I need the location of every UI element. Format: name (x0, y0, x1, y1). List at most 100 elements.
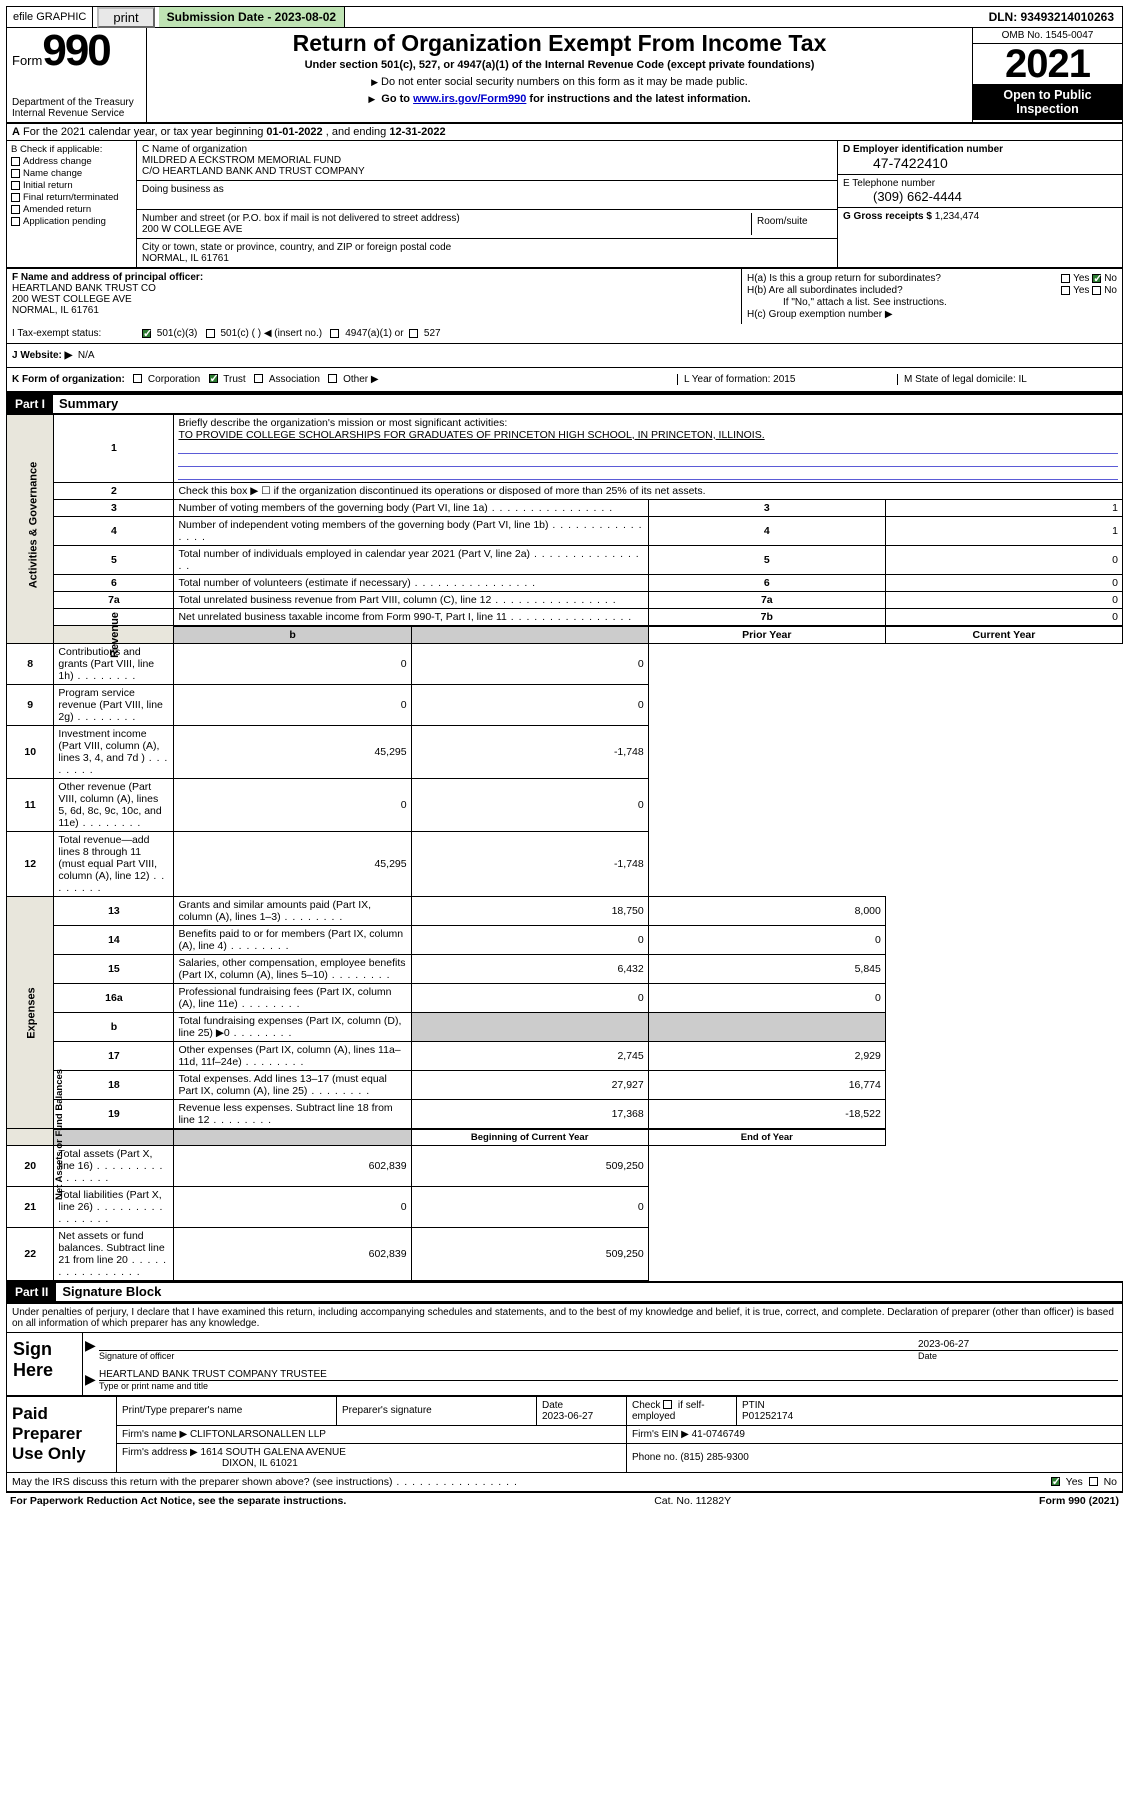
firm-phone-lbl: Phone no. (632, 1452, 678, 1463)
perjury-declaration: Under penalties of perjury, I declare th… (7, 1304, 1122, 1332)
open-public-badge: Open to Public Inspection (973, 84, 1122, 120)
firm-name: CLIFTONLARSONALLEN LLP (190, 1429, 326, 1440)
firm-addr1: 1614 SOUTH GALENA AVENUE (201, 1447, 346, 1458)
phone-value: (309) 662-4444 (843, 189, 1117, 204)
may-discuss-row: May the IRS discuss this return with the… (6, 1473, 1123, 1492)
rowA-text: For the 2021 calendar year, or tax year … (23, 126, 266, 138)
i-527: 527 (424, 328, 441, 339)
chk-final-return: Final return/terminated (23, 192, 119, 203)
header-left: Form 990 Department of the Treasury Inte… (7, 28, 147, 124)
firm-addr-lbl: Firm's address ▶ (122, 1447, 198, 1458)
k-trust: Trust (223, 374, 245, 385)
city-label: City or town, state or province, country… (142, 242, 832, 253)
irs-link[interactable]: www.irs.gov/Form990 (413, 93, 526, 105)
print-button[interactable]: print (97, 7, 154, 28)
prior-year-hdr: Prior Year (648, 626, 885, 644)
h-b2: If "No," attach a list. See instructions… (747, 297, 1117, 308)
header-right: OMB No. 1545-0047 2021 Open to Public In… (972, 28, 1122, 124)
prep-date-hdr: Date (542, 1400, 563, 1411)
chk-initial-return: Initial return (23, 180, 73, 191)
boy-hdr: Beginning of Current Year (411, 1129, 648, 1146)
i-501c3: 501(c)(3) (157, 328, 198, 339)
principal-officer: F Name and address of principal officer:… (7, 269, 742, 324)
form-header: Form 990 Department of the Treasury Inte… (6, 28, 1123, 124)
chk-name-change: Name change (23, 168, 82, 179)
col-b: B Check if applicable: Address change Na… (7, 141, 137, 267)
header-goto: Go to www.irs.gov/Form990 for instructio… (151, 93, 968, 105)
name-title-lbl: Type or print name and title (99, 1381, 1118, 1391)
ha-yes: Yes (1073, 273, 1089, 284)
footer-formref: Form 990 (2021) (1039, 1495, 1119, 1507)
firm-phone: (815) 285-9300 (680, 1452, 748, 1463)
j-value: N/A (78, 350, 95, 361)
h-c: H(c) Group exemption number ▶ (747, 309, 1117, 320)
part1-header: Part I Summary (6, 393, 1123, 414)
col-c: C Name of organization MILDRED A ECKSTRO… (137, 141, 837, 267)
header-note-ssn: Do not enter social security numbers on … (151, 76, 968, 88)
chk-address-change: Address change (23, 156, 92, 167)
f-label: F Name and address of principal officer: (12, 272, 203, 283)
l1-mission: TO PROVIDE COLLEGE SCHOLARSHIPS FOR GRAD… (178, 429, 764, 441)
h-a: H(a) Is this a group return for subordin… (747, 273, 1061, 284)
k-assoc: Association (269, 374, 320, 385)
f-line2: 200 WEST COLLEGE AVE (12, 294, 132, 305)
col-d-e-g: D Employer identification number 47-7422… (837, 141, 1122, 267)
part1-title: Summary (59, 396, 118, 411)
efile-bar: efile GRAPHIC print Submission Date - 20… (6, 6, 1123, 28)
ein-value: 47-7422410 (843, 155, 1117, 171)
chk-app-pending: Application pending (23, 216, 106, 227)
prep-check: Check (632, 1400, 660, 1411)
vlab-rev: Revenue (109, 612, 121, 658)
city-state-zip: NORMAL, IL 61761 (142, 253, 832, 264)
h-block: H(a) Is this a group return for subordin… (742, 269, 1122, 324)
row-f-h: F Name and address of principal officer:… (6, 269, 1123, 324)
firm-addr2: DIXON, IL 61021 (222, 1458, 298, 1469)
row-i: I Tax-exempt status: 501(c)(3) 501(c) ( … (7, 324, 1122, 344)
gross-receipts-label: G Gross receipts $ (843, 211, 932, 222)
prep-date: 2023-06-27 (542, 1411, 593, 1422)
vlab-net: Net Assets or Fund Balances (54, 1069, 65, 1200)
phone-label: E Telephone number (843, 178, 1117, 189)
hb-yes: Yes (1073, 285, 1089, 296)
dba-label: Doing business as (142, 184, 832, 195)
i-4947: 4947(a)(1) or (345, 328, 403, 339)
b-header: B Check if applicable: (11, 144, 132, 155)
h-b: H(b) Are all subordinates included? (747, 285, 1061, 296)
org-name-1: MILDRED A ECKSTROM MEMORIAL FUND (142, 155, 832, 166)
k-label: K Form of organization: (12, 374, 125, 385)
firm-ein-lbl: Firm's EIN ▶ (632, 1429, 689, 1440)
prep-name-hdr: Print/Type preparer's name (117, 1396, 337, 1425)
sign-here-label: Sign Here (7, 1333, 82, 1395)
goto-post: for instructions and the latest informat… (526, 93, 750, 105)
i-501c: 501(c) ( ) ◀ (insert no.) (220, 328, 322, 339)
org-name-2: C/O HEARTLAND BANK AND TRUST COMPANY (142, 166, 832, 177)
section-b-to-g: B Check if applicable: Address change Na… (6, 141, 1123, 269)
officer-name: HEARTLAND BANK TRUST COMPANY TRUSTEE (99, 1369, 327, 1380)
part2-title: Signature Block (62, 1284, 161, 1299)
dln-number: DLN: 93493214010263 (981, 10, 1122, 24)
sig-officer-lbl: Signature of officer (99, 1351, 918, 1361)
header-subtitle: Under section 501(c), 527, or 4947(a)(1)… (151, 59, 968, 71)
paid-preparer-label: Paid Preparer Use Only (7, 1396, 117, 1472)
calendar-year-row: A For the 2021 calendar year, or tax yea… (6, 124, 1123, 141)
may-yes: Yes (1066, 1476, 1083, 1488)
f-line3: NORMAL, IL 61761 (12, 305, 99, 316)
ptin-val: P01252174 (742, 1411, 793, 1422)
page-footer: For Paperwork Reduction Act Notice, see … (6, 1492, 1123, 1509)
gross-receipts-value: 1,234,474 (935, 211, 980, 222)
sig-date: 2023-06-27 (918, 1339, 1118, 1350)
ein-label: D Employer identification number (843, 144, 1003, 155)
may-no: No (1104, 1476, 1117, 1488)
street-address: 200 W COLLEGE AVE (142, 224, 751, 235)
vlab-gov: Activities & Governance (27, 461, 39, 588)
footer-left: For Paperwork Reduction Act Notice, see … (10, 1495, 346, 1507)
eoy-hdr: End of Year (648, 1129, 885, 1146)
l1-desc: Briefly describe the organization's miss… (178, 417, 507, 429)
header-mid: Return of Organization Exempt From Incom… (147, 28, 972, 124)
i-label: I Tax-exempt status: (12, 328, 142, 339)
f-line1: HEARTLAND BANK TRUST CO (12, 283, 156, 294)
j-label: J Website: ▶ (12, 350, 72, 361)
ha-no: No (1104, 273, 1117, 284)
row-k: K Form of organization: Corporation Trus… (7, 368, 1122, 393)
preparer-table: Paid Preparer Use Only Print/Type prepar… (6, 1396, 1123, 1473)
